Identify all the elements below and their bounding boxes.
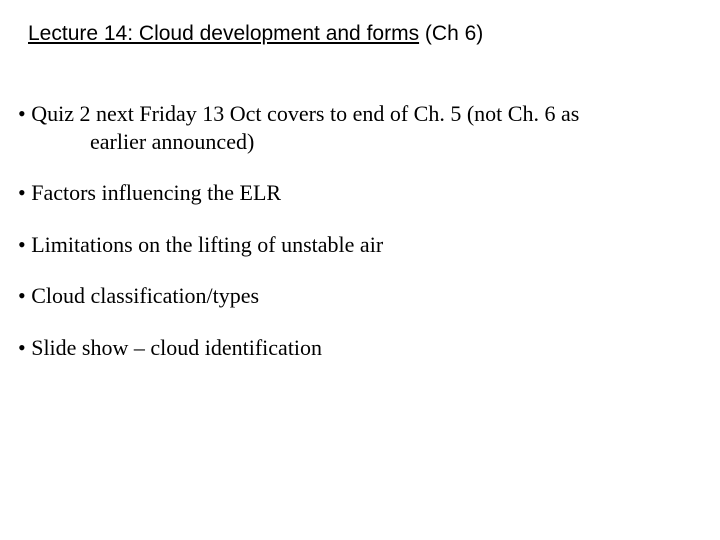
list-item: • Quiz 2 next Friday 13 Oct covers to en… [18, 100, 690, 155]
bullet-text: Quiz 2 next Friday 13 Oct covers to end … [31, 101, 579, 126]
bullet-text: Cloud classification/types [31, 283, 259, 308]
slide-title: Lecture 14: Cloud development and forms … [28, 22, 483, 46]
bullet-icon: • [18, 101, 31, 126]
list-item: • Limitations on the lifting of unstable… [18, 231, 690, 259]
list-item: • Factors influencing the ELR [18, 179, 690, 207]
bullet-continuation: earlier announced) [18, 128, 690, 156]
bullet-text: Slide show – cloud identification [31, 335, 322, 360]
bullet-icon: • [18, 180, 31, 205]
title-underlined: Lecture 14: Cloud development and forms [28, 22, 419, 45]
list-item: • Cloud classification/types [18, 282, 690, 310]
bullet-icon: • [18, 283, 31, 308]
bullet-icon: • [18, 335, 31, 360]
bullet-icon: • [18, 232, 31, 257]
list-item: • Slide show – cloud identification [18, 334, 690, 362]
bullet-list: • Quiz 2 next Friday 13 Oct covers to en… [18, 100, 690, 385]
bullet-text: Limitations on the lifting of unstable a… [31, 232, 383, 257]
slide: Lecture 14: Cloud development and forms … [0, 0, 720, 540]
bullet-text: Factors influencing the ELR [31, 180, 281, 205]
title-suffix: (Ch 6) [419, 22, 483, 45]
